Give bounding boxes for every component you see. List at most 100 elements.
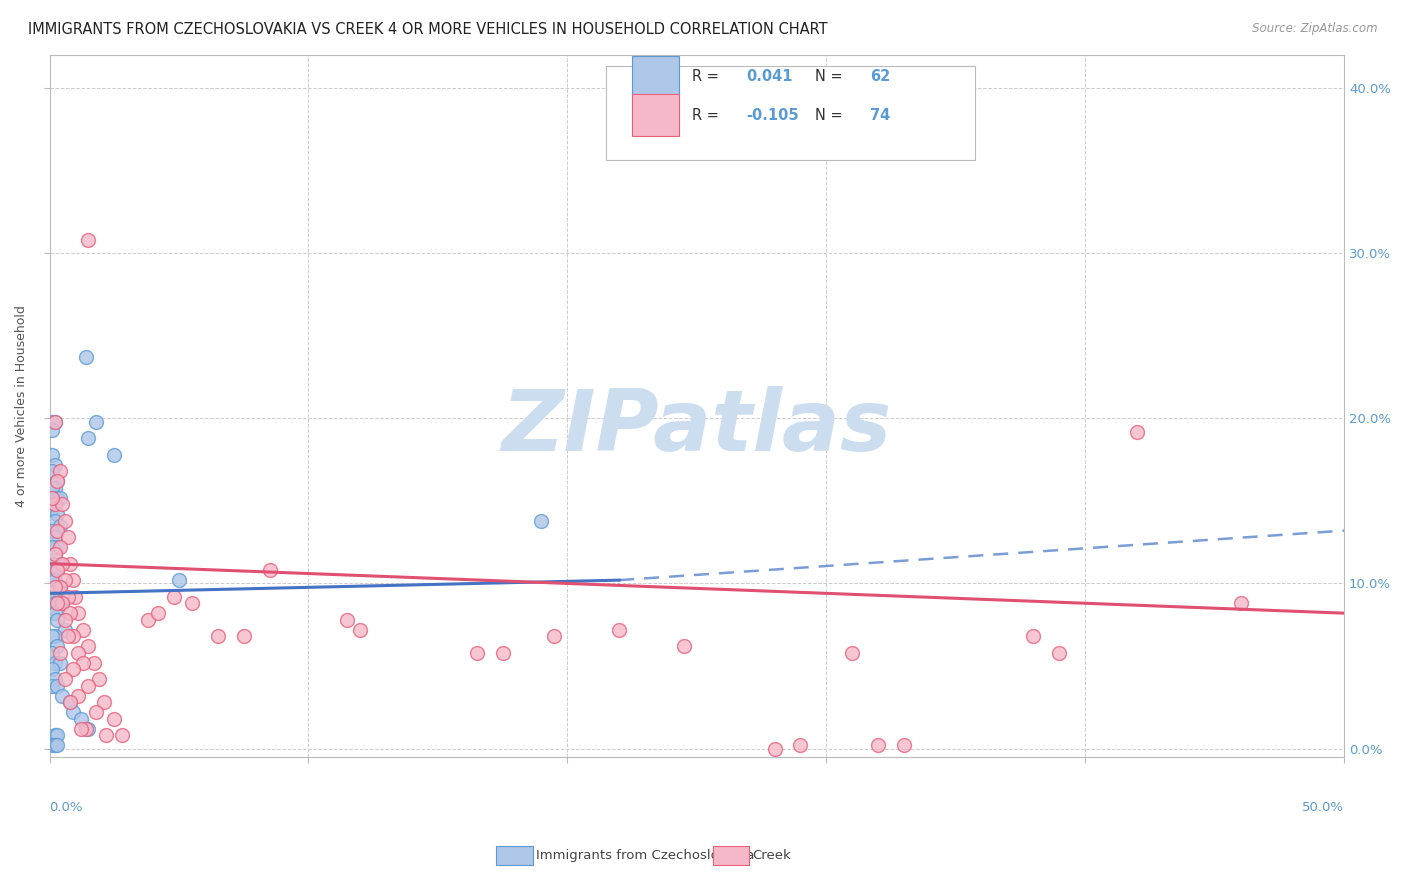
Y-axis label: 4 or more Vehicles in Household: 4 or more Vehicles in Household [15,305,28,507]
Point [41,606,63,620]
FancyBboxPatch shape [633,56,679,97]
Point [51,689,73,703]
Point [1126,425,1149,439]
Point [66,689,89,703]
Point [65,590,87,604]
Point [136,613,159,627]
Point [41,679,63,693]
Point [46,738,69,752]
Text: Source: ZipAtlas.com: Source: ZipAtlas.com [1253,22,1378,36]
Point [75,722,97,736]
Point [46,474,69,488]
Point [44,656,66,670]
Point [259,563,281,577]
Point [59,606,82,620]
Text: -0.105: -0.105 [747,108,799,122]
Point [44,497,66,511]
Point [543,629,565,643]
Point [53,514,76,528]
Text: 62: 62 [870,69,890,84]
Point [841,646,863,660]
Point [46,474,69,488]
Point [84,415,107,429]
Point [672,639,695,653]
Text: 0.041: 0.041 [747,69,793,84]
Point [56,590,79,604]
Point [44,530,66,544]
Point [44,415,66,429]
Point [46,679,69,693]
Point [44,606,66,620]
Point [77,639,100,653]
Text: R =: R = [692,108,723,122]
Point [59,695,82,709]
Point [46,596,69,610]
Point [51,557,73,571]
Point [41,629,63,643]
Point [181,596,204,610]
Point [44,514,66,528]
Point [44,563,66,577]
Point [46,540,69,554]
Point [44,547,66,561]
Point [530,514,553,528]
Point [46,590,69,604]
Point [41,502,63,516]
Point [49,580,72,594]
Text: 74: 74 [870,108,890,122]
Point [44,728,66,742]
Point [44,547,66,561]
Point [232,629,254,643]
Point [72,656,94,670]
Point [49,540,72,554]
Point [59,695,82,709]
Point [41,524,63,538]
Point [51,497,73,511]
Text: 0.0%: 0.0% [49,801,83,814]
Text: Immigrants from Czechoslovakia: Immigrants from Czechoslovakia [536,849,754,862]
Point [1022,629,1045,643]
Text: Creek: Creek [752,849,792,862]
Point [53,573,76,587]
FancyBboxPatch shape [606,66,976,161]
Point [72,623,94,637]
Point [53,613,76,627]
Point [53,672,76,686]
Point [49,656,72,670]
Point [41,557,63,571]
Point [56,530,79,544]
Point [44,458,66,472]
Point [77,679,100,693]
Point [207,629,229,643]
Text: 50.0%: 50.0% [1302,801,1344,814]
Point [41,646,63,660]
Point [336,613,359,627]
Point [49,491,72,505]
Point [789,738,811,752]
Point [44,497,66,511]
FancyBboxPatch shape [633,95,679,136]
Point [44,738,66,752]
Point [87,672,110,686]
Point [465,646,488,660]
Point [41,491,63,505]
Point [96,728,118,742]
Text: ZIPatlas: ZIPatlas [502,385,891,468]
Point [44,672,66,686]
Point [69,722,91,736]
Point [49,580,72,594]
Point [763,741,786,756]
Point [49,518,72,533]
Point [41,448,63,462]
Point [41,590,63,604]
Point [59,557,82,571]
Point [148,606,170,620]
Point [93,695,115,709]
Point [163,590,186,604]
Point [41,481,63,495]
Text: R =: R = [692,69,723,84]
Point [66,606,89,620]
Point [84,705,107,719]
Point [77,233,100,247]
Point [44,415,66,429]
